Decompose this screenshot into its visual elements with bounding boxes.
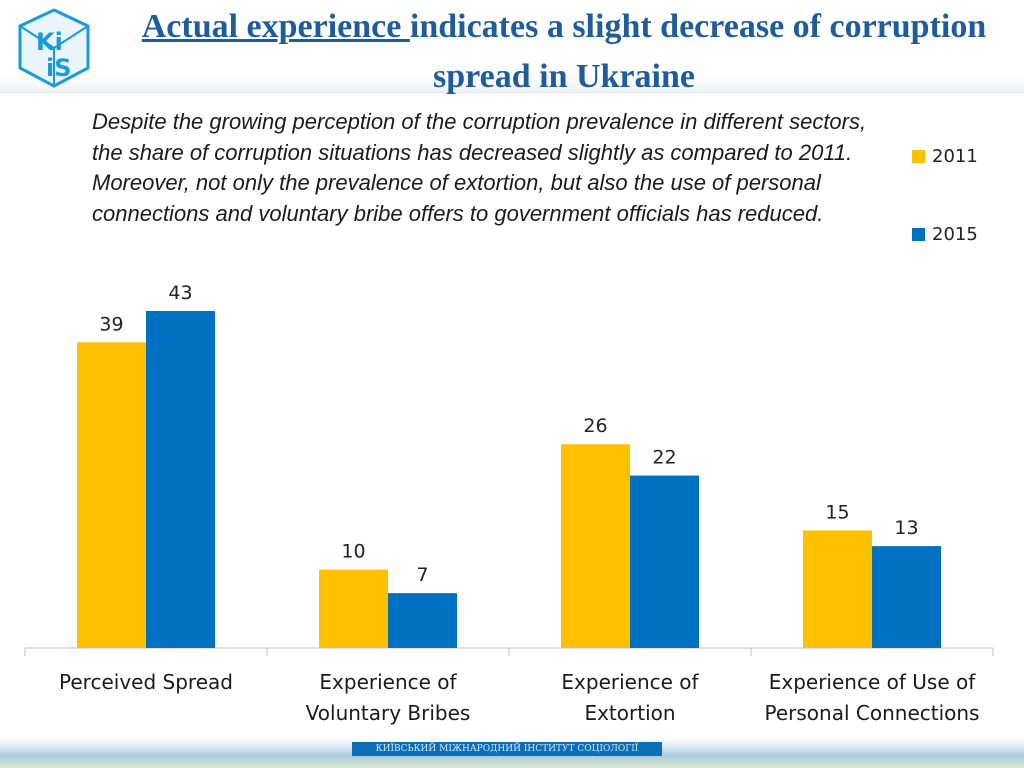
svg-text:Ki: Ki bbox=[36, 28, 63, 56]
category-label-2: Extortion bbox=[584, 701, 675, 725]
bar-2015-2 bbox=[630, 475, 699, 648]
page-title: Actual experience indicates a slight dec… bbox=[108, 2, 1020, 102]
bar-chart: 39 43 Perceived Spread 10 7 Experience of Volu… bbox=[24, 282, 994, 725]
title-rest: indicates a slight decrease of corruptio… bbox=[409, 8, 987, 95]
data-label-2015-3: 13 bbox=[894, 517, 918, 539]
data-label-2011-3: 15 bbox=[825, 501, 849, 523]
category-label-2: Experience of bbox=[561, 670, 699, 694]
legend-swatch-2015 bbox=[912, 228, 925, 241]
legend-label-2011: 2011 bbox=[932, 146, 978, 167]
category-label-3: Experience of Use of bbox=[769, 670, 976, 694]
data-label-2015-2: 22 bbox=[652, 447, 676, 469]
legend-item-2015: 2015 bbox=[912, 224, 978, 245]
bar-2015-0 bbox=[146, 311, 215, 648]
category-label-3: Personal Connections bbox=[765, 701, 980, 725]
chart-description: Despite the growing perception of the co… bbox=[92, 109, 867, 226]
data-label-2011-1: 10 bbox=[341, 541, 365, 563]
data-label-2015-1: 7 bbox=[416, 564, 428, 586]
bar-2015-3 bbox=[872, 546, 941, 648]
category-label-1: Experience of bbox=[319, 670, 457, 694]
header-band bbox=[0, 0, 1024, 93]
category-label-1: Voluntary Bribes bbox=[306, 701, 471, 725]
footer-institute-name: КИЇВСЬКИЙ МІЖНАРОДНИЙ ІНСТИТУТ СОЦІОЛОГІ… bbox=[352, 742, 662, 756]
svg-text:iS: iS bbox=[46, 54, 72, 82]
data-label-2011-2: 26 bbox=[583, 415, 607, 437]
legend-item-2011: 2011 bbox=[912, 146, 978, 167]
bar-2015-1 bbox=[388, 593, 457, 648]
bar-2011-0 bbox=[77, 342, 146, 648]
data-label-2015-0: 43 bbox=[168, 282, 192, 304]
legend-label-2015: 2015 bbox=[932, 224, 978, 245]
category-label-0: Perceived Spread bbox=[59, 670, 233, 694]
bar-2011-1 bbox=[319, 569, 388, 648]
bar-2011-3 bbox=[803, 530, 872, 648]
legend-swatch-2011 bbox=[912, 150, 925, 163]
title-lead: Actual experience bbox=[141, 8, 410, 45]
bar-2011-2 bbox=[561, 444, 630, 648]
data-label-2011-0: 39 bbox=[99, 313, 123, 335]
kiis-logo: Ki iS bbox=[14, 6, 94, 90]
kiis-logo-icon: Ki iS bbox=[18, 8, 90, 88]
